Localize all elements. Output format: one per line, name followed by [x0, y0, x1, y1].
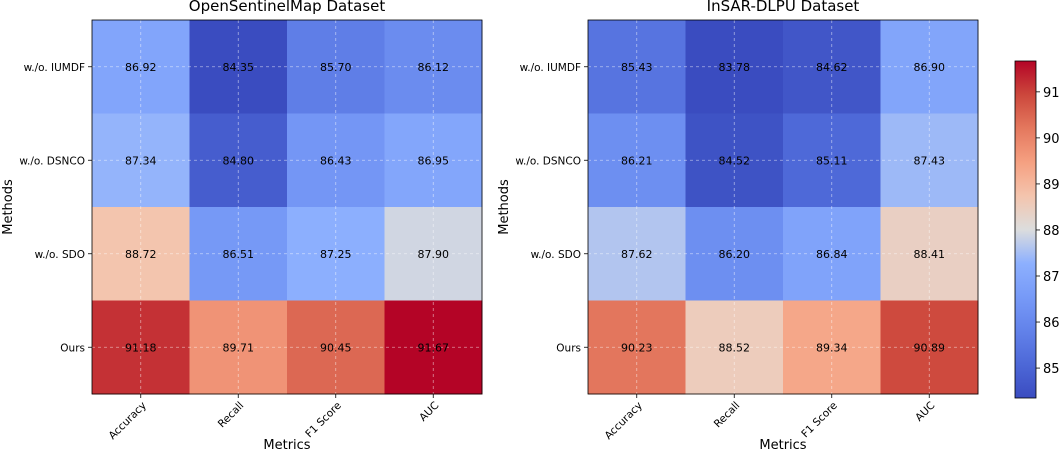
right-value-label: 86.90: [914, 61, 946, 74]
colorbar-tick-label: 91: [1043, 86, 1059, 101]
left-ytick-label: Ours: [60, 342, 85, 354]
right-ytick-label: w./o. SDO: [531, 249, 581, 261]
left-value-label: 91.18: [125, 341, 157, 354]
right-xlabel: Metrics: [759, 438, 806, 453]
left-ytick-label: w./o. IUMDF: [24, 62, 85, 74]
colorbar-tick-label: 86: [1043, 316, 1059, 331]
right-value-label: 88.41: [914, 248, 946, 261]
left-xtick-label: F1 Score: [303, 400, 344, 441]
colorbar-tick-label: 85: [1043, 362, 1059, 377]
left-value-label: 86.95: [418, 154, 450, 167]
right-value-label: 86.21: [621, 154, 653, 167]
right-xtick-label: AUC: [913, 400, 937, 424]
right-value-label: 88.52: [719, 341, 751, 354]
right-frame: [587, 19, 979, 395]
left-value-label: 86.43: [320, 154, 352, 167]
left-xtick-label: AUC: [417, 400, 441, 424]
left-xlabel: Metrics: [263, 438, 310, 453]
left-xtick-label: Recall: [216, 400, 247, 431]
left-value-label: 90.45: [320, 341, 352, 354]
heatmap-insar-dlpu: InSAR-DLPU Dataset 85.43 83.78 84.62 86.90 86…: [497, 0, 979, 453]
heatmap-opensentinelmap: OpenSentinelMap Dataset 86.92 84.35 85.70 86…: [1, 0, 483, 453]
right-title: InSAR-DLPU Dataset: [707, 0, 860, 15]
colorbar-tick-label: 88: [1043, 224, 1059, 239]
right-value-label: 84.52: [719, 154, 751, 167]
left-value-label: 85.70: [320, 61, 352, 74]
left-xtick-label: Accuracy: [106, 400, 148, 442]
colorbar-tick-label: 90: [1043, 132, 1059, 147]
left-ylabel: Methods: [1, 179, 16, 235]
left-ytick-label: w./o. SDO: [35, 249, 85, 261]
left-value-label: 86.92: [125, 61, 157, 74]
right-xtick-label: F1 Score: [799, 400, 840, 441]
colorbar-tick-label: 89: [1043, 178, 1059, 193]
right-value-label: 87.43: [914, 154, 946, 167]
right-value-label: 86.20: [719, 248, 751, 261]
left-value-label: 86.51: [223, 248, 255, 261]
left-value-label: 87.90: [418, 248, 450, 261]
left-value-label: 87.25: [320, 248, 352, 261]
right-xtick-label: Recall: [712, 400, 743, 431]
right-value-label: 86.84: [816, 248, 848, 261]
colorbar: 85 86 87 88 89 90 91: [1014, 60, 1059, 399]
right-ylabel: Methods: [497, 179, 512, 235]
right-value-label: 83.78: [719, 61, 751, 74]
left-title: OpenSentinelMap Dataset: [189, 0, 386, 15]
colorbar-gradient: [1014, 60, 1037, 399]
right-value-label: 90.89: [914, 341, 946, 354]
left-value-label: 91.67: [418, 341, 450, 354]
right-xtick-label: Accuracy: [602, 400, 644, 442]
right-ytick-label: w./o. DSNCO: [515, 155, 581, 167]
right-value-label: 85.11: [816, 154, 848, 167]
left-value-label: 84.80: [223, 154, 255, 167]
right-value-label: 87.62: [621, 248, 653, 261]
left-value-label: 86.12: [418, 61, 450, 74]
left-ytick-label: w./o. DSNCO: [19, 155, 85, 167]
right-value-label: 84.62: [816, 61, 848, 74]
colorbar-tick-label: 87: [1043, 270, 1059, 285]
right-value-label: 90.23: [621, 341, 653, 354]
right-value-label: 89.34: [816, 341, 848, 354]
left-value-label: 87.34: [125, 154, 157, 167]
right-ytick-label: w./o. IUMDF: [520, 62, 581, 74]
left-frame: [91, 19, 483, 395]
left-value-label: 84.35: [223, 61, 255, 74]
left-value-label: 88.72: [125, 248, 157, 261]
right-value-label: 85.43: [621, 61, 653, 74]
right-ytick-label: Ours: [556, 342, 581, 354]
left-value-label: 89.71: [223, 341, 255, 354]
